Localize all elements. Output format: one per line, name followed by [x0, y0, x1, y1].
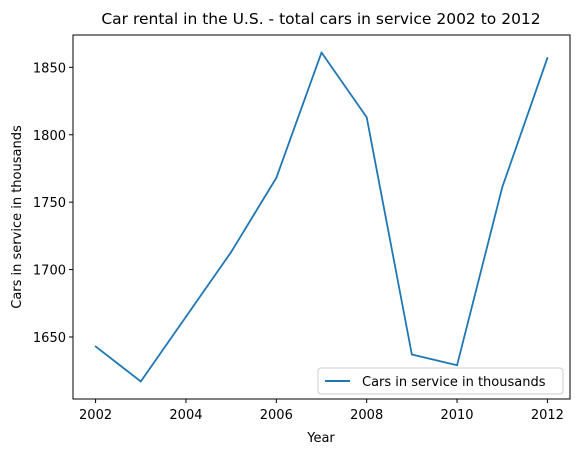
data-point	[365, 116, 368, 119]
y-tick-label: 1700	[33, 264, 66, 279]
data-point	[139, 380, 142, 383]
plot-frame	[72, 34, 571, 400]
data-point	[230, 251, 233, 253]
legend-label: Cars in service in thousands	[362, 375, 546, 390]
data-point	[275, 177, 278, 179]
y-tick-label: 1850	[33, 61, 66, 76]
data-point	[320, 51, 323, 54]
legend-box	[317, 367, 564, 395]
legend: Cars in service in thousands	[317, 367, 564, 395]
x-tick-label: 2010	[440, 408, 473, 423]
x-tick-label: 2002	[79, 408, 112, 423]
x-axis-label: Year	[306, 431, 335, 446]
y-tick-label: 1800	[33, 129, 66, 144]
x-tick-label: 2008	[350, 408, 383, 423]
x-tick-label: 2012	[531, 408, 564, 423]
chart-title: Car rental in the U.S. - total cars in s…	[101, 10, 540, 28]
plot-area	[72, 34, 571, 400]
data-point	[456, 364, 458, 367]
y-tick-label: 1750	[33, 196, 66, 211]
series-line	[95, 51, 549, 383]
x-tick-label: 2006	[260, 408, 293, 423]
data-point	[410, 353, 413, 356]
x-tick-label: 2004	[169, 408, 202, 423]
y-tick-label: 1650	[33, 331, 66, 346]
series-layer	[94, 51, 549, 383]
data-point	[185, 315, 187, 318]
data-point	[546, 57, 549, 59]
data-point	[501, 186, 504, 189]
y-axis-label: Cars in service in thousands	[10, 125, 25, 309]
data-point	[94, 345, 97, 348]
y-axis: 1650 1700 1750 1800 1850	[33, 61, 73, 346]
x-axis: 2002 2004 2006 2008 2010 2012	[79, 399, 564, 423]
